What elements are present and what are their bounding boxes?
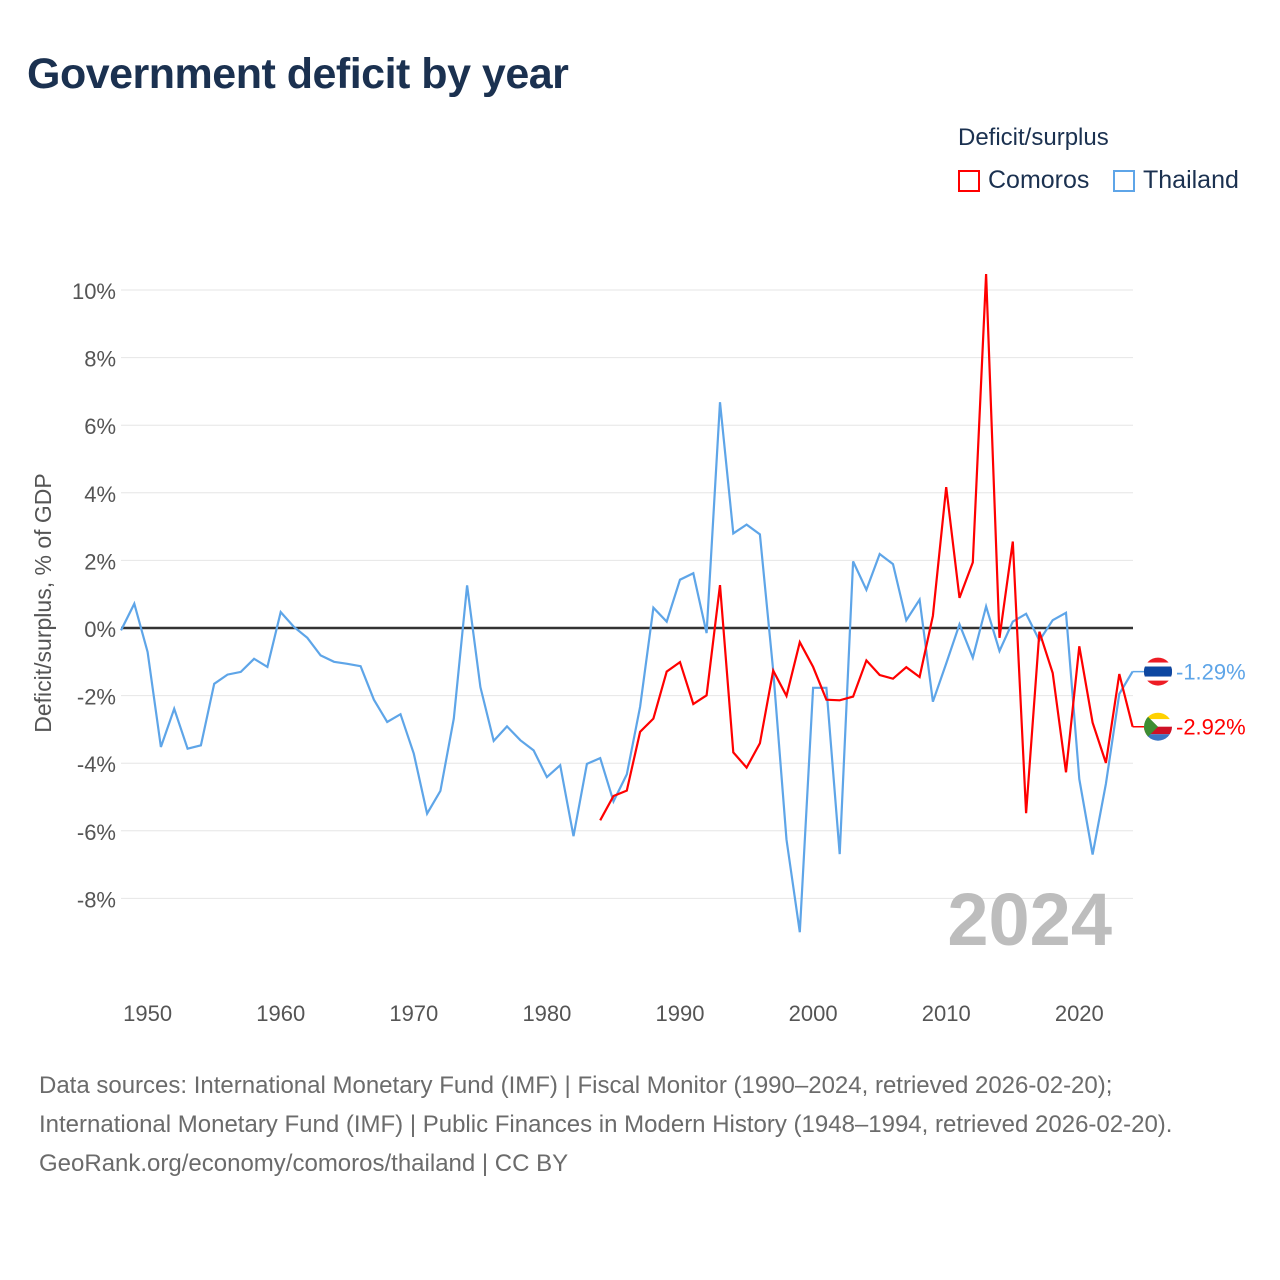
y-tick-label: 2% [84,549,116,574]
y-tick-label: -2% [77,685,116,710]
x-tick-label: 1950 [123,1001,172,1026]
series-line-comoros [599,274,1134,821]
y-tick-label: 10% [72,279,116,304]
y-tick-label: 0% [84,617,116,642]
year-watermark: 2024 [947,878,1112,961]
page-title: Government deficit by year [27,50,569,98]
y-tick-label: -8% [77,887,116,912]
y-tick-label: -4% [77,752,116,777]
x-tick-label: 1960 [256,1001,305,1026]
legend-title: Deficit/surplus [958,124,1109,151]
x-tick-label: 1990 [656,1001,705,1026]
end-value-label: -2.92% [1176,715,1246,740]
end-value-label: -1.29% [1176,660,1246,685]
legend-label: Thailand [1143,166,1239,194]
series-line-thailand [120,402,1134,933]
y-tick-label: 8% [84,347,116,372]
x-tick-label: 1980 [522,1001,571,1026]
legend-item-thailand[interactable]: Thailand [1113,166,1239,195]
footer: Data sources: International Monetary Fun… [39,1066,1239,1183]
legend-label: Comoros [988,166,1090,194]
legend-swatch-comoros [958,169,980,192]
credit-link[interactable]: GeoRank.org/economy/comoros/thailand | C… [39,1150,569,1177]
y-axis-label: Deficit/surplus, % of GDP [30,473,56,732]
flag-icon-thailand [1144,657,1172,686]
line-chart: 10% 8% 6% 4% 2% 0% -2% -4% -6% -8% 1950 1960 1970 198… [30,274,1246,1026]
y-tick-label: 6% [84,414,116,439]
x-tick-label: 2010 [922,1001,971,1026]
y-tick-label: 4% [84,482,116,507]
y-tick-label: -6% [77,820,116,845]
x-tick-label: 2020 [1055,1001,1104,1026]
legend-swatch-thailand [1113,169,1135,192]
x-tick-label: 2000 [789,1001,838,1026]
x-tick-label: 1970 [389,1001,438,1026]
flag-icon-comoros [1144,712,1172,741]
legend-item-comoros[interactable]: Comoros [958,166,1089,195]
data-sources: Data sources: International Monetary Fun… [39,1072,1173,1138]
